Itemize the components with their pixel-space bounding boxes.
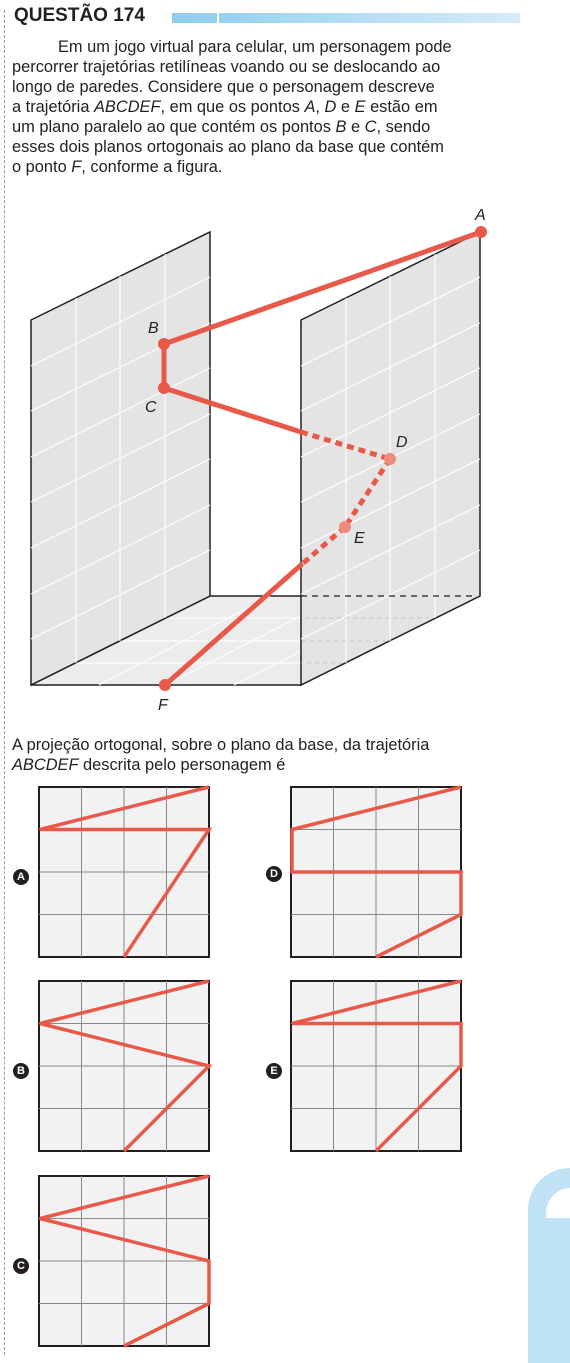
segment-CD-hidden (300, 429, 391, 462)
label-B: B (148, 320, 159, 337)
header-decoration-bar (172, 13, 520, 23)
option-b-grid[interactable] (38, 979, 213, 1153)
trajectory-figure: A B C D E F (30, 207, 487, 714)
point-C (158, 382, 170, 394)
statement-line: esses dois planos ortogonais ao plano da… (12, 138, 444, 156)
segment-EF-hidden (299, 525, 347, 567)
option-d-badge[interactable]: D (266, 866, 282, 882)
label-A: A (474, 207, 486, 224)
point-F (159, 679, 171, 691)
point-D (384, 453, 396, 465)
option-e-badge[interactable]: E (266, 1063, 282, 1079)
option-b-badge[interactable]: B (13, 1063, 29, 1079)
trajectory-points (158, 226, 487, 691)
label-D: D (396, 434, 408, 451)
point-E (339, 521, 351, 533)
question-command: A projeção ortogonal, sobre o plano da b… (12, 735, 512, 775)
label-E: E (354, 530, 365, 547)
option-c-badge[interactable]: C (13, 1258, 29, 1274)
statement-line: um plano paralelo ao que contém os ponto… (12, 118, 431, 136)
statement-line: longo de paredes. Considere que o person… (12, 78, 435, 96)
question-statement: Em um jogo virtual para celular, um pers… (12, 37, 509, 177)
option-a-grid[interactable] (38, 785, 213, 958)
segment-DE (342, 457, 393, 529)
option-c-grid[interactable] (38, 1174, 211, 1348)
statement-line: Em um jogo virtual para celular, um pers… (58, 38, 452, 56)
segment-AB (161, 229, 484, 347)
command-line: ABCDEF descrita pelo personagem é (12, 756, 286, 774)
statement-line: a trajetória ABCDEF, em que os pontos A,… (12, 98, 438, 116)
label-C: C (145, 399, 157, 416)
trajectory-path (161, 229, 484, 435)
point-A (475, 226, 487, 238)
left-margin-rule (4, 10, 5, 1355)
point-B (158, 338, 170, 350)
hidden-trajectory (299, 429, 393, 567)
option-d-grid[interactable] (290, 785, 463, 959)
statement-line: o ponto F, conforme a figura. (12, 158, 223, 176)
label-F: F (158, 697, 169, 714)
option-e-grid[interactable] (290, 979, 463, 1153)
left-wall-grid (30, 254, 211, 663)
segment-C-wall (161, 385, 304, 435)
hidden-base-grid (301, 617, 429, 664)
question-header: QUESTÃO 174 (14, 4, 520, 28)
segment-EF (162, 562, 304, 688)
command-line: A projeção ortogonal, sobre o plano da b… (12, 736, 430, 754)
statement-line: percorrer trajetórias retilíneas voando … (12, 58, 441, 76)
option-a-badge[interactable]: A (13, 869, 29, 885)
question-number: QUESTÃO 174 (14, 5, 145, 26)
